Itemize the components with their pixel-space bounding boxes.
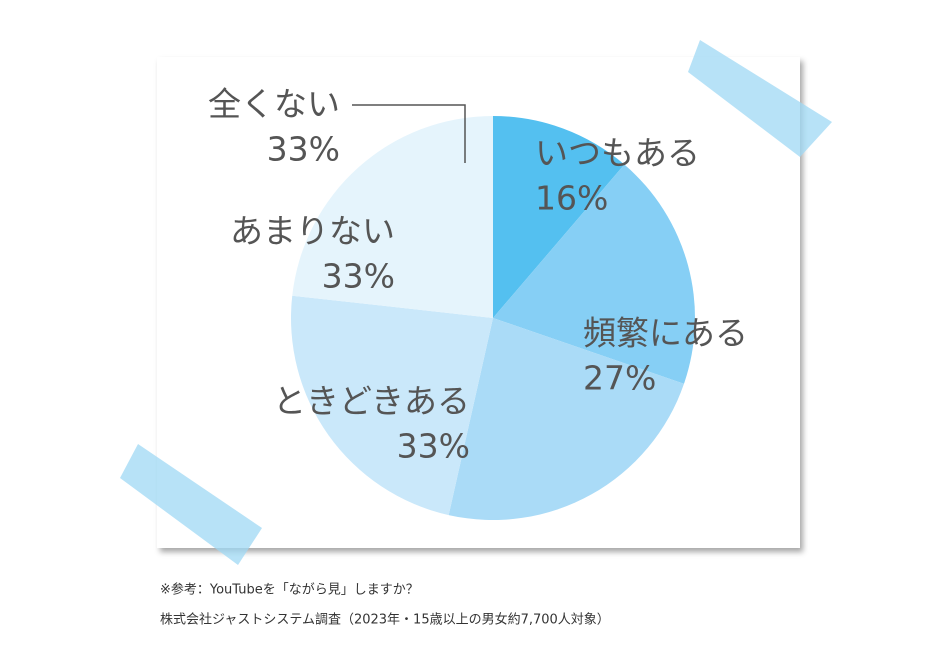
pie-slice [493,164,695,384]
note: ※参考：YouTubeを「ながら見」しますか？ [160,582,419,598]
note: 株式会社ジャストシステム調査（2023年・15歳以上の男女約7,700人対象） [160,612,610,628]
labels: いつもある 16% 頻繁にある 27% ときどきある 33% あまりない 33% 全くない 33% [208,85,748,466]
tape [688,40,832,157]
data-label: 16% [535,179,608,218]
data-label: 33% [397,427,470,466]
slice-label: いつもある [535,134,700,173]
slice-label: ときどきある [273,382,470,421]
pie-slice [493,116,625,318]
tape [120,444,262,565]
pie [291,116,695,520]
slice-label: 全くない [208,85,340,124]
pie-slice [291,295,493,516]
pie-slice [292,116,493,318]
data-label: 33% [322,257,395,296]
pie-slice [448,318,684,520]
data-label: 33% [267,130,340,169]
data-label: 27% [583,359,656,398]
slice-label: あまりない [230,212,395,251]
slice-label: 頻繁にある [583,314,748,353]
leader-line [352,104,466,163]
